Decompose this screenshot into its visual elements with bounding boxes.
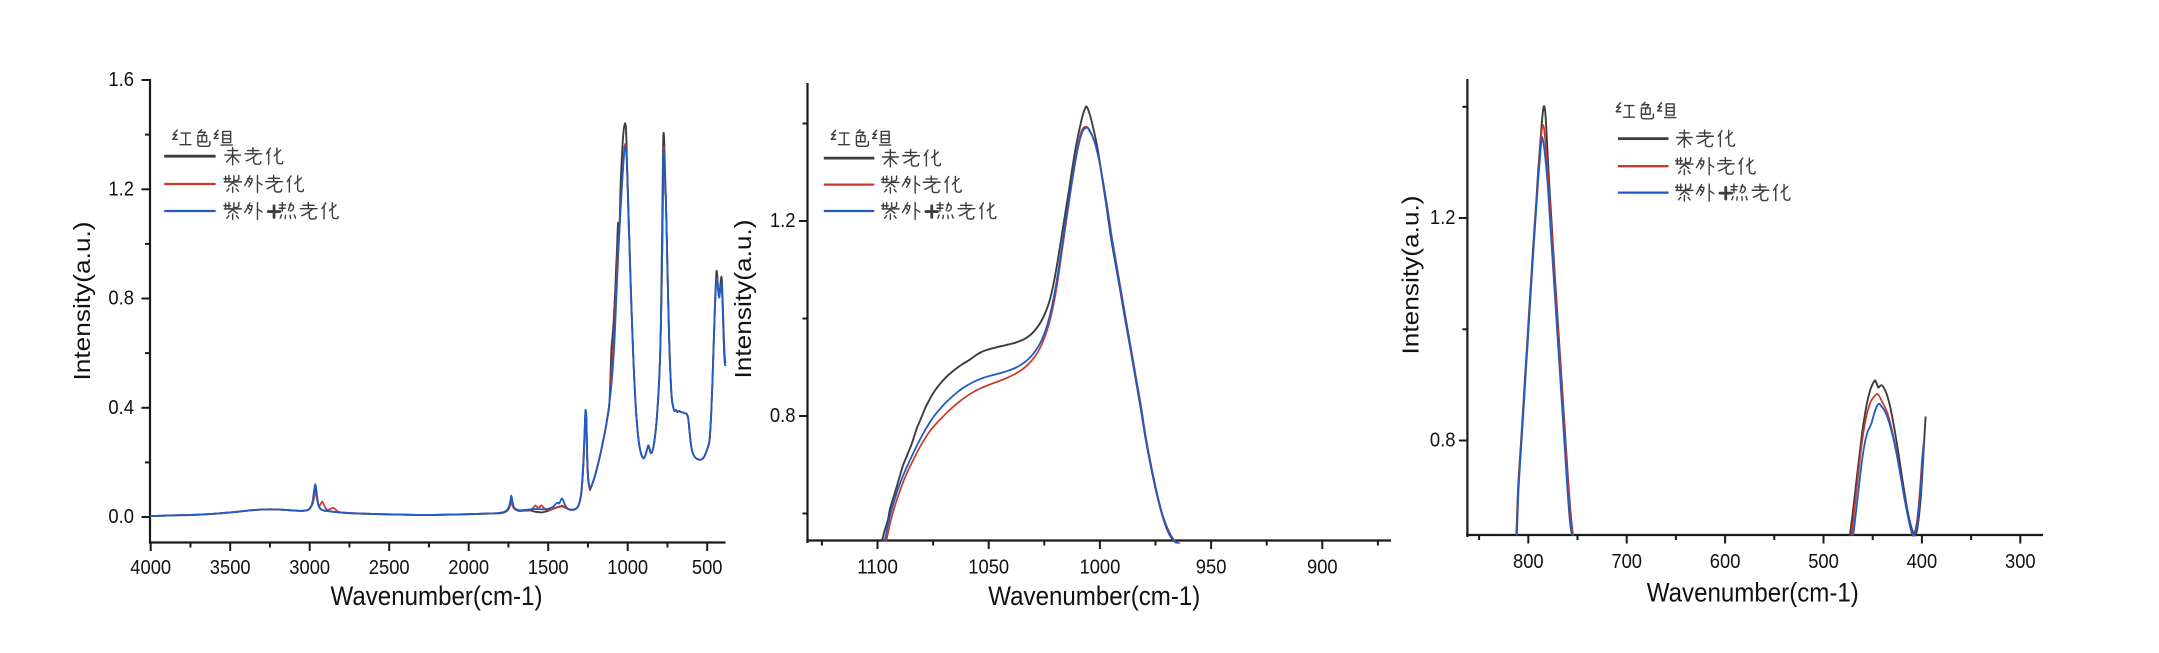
svg-text:900: 900 — [1307, 557, 1338, 579]
svg-text:0.4: 0.4 — [108, 397, 134, 419]
svg-text:3500: 3500 — [210, 557, 251, 579]
svg-text:0.8: 0.8 — [108, 288, 134, 310]
svg-text:0.8: 0.8 — [770, 405, 796, 427]
svg-text:2000: 2000 — [448, 557, 489, 579]
svg-text:1.2: 1.2 — [108, 178, 134, 200]
svg-text:1000: 1000 — [607, 557, 648, 579]
svg-text:Intensity(a.u.): Intensity(a.u.) — [69, 222, 95, 381]
svg-text:1500: 1500 — [528, 557, 569, 579]
svg-text:700: 700 — [1611, 551, 1642, 573]
svg-text:2500: 2500 — [369, 557, 410, 579]
svg-text:600: 600 — [1710, 551, 1741, 573]
svg-text:300: 300 — [2005, 551, 2036, 573]
svg-text:Intensity(a.u.): Intensity(a.u.) — [1398, 196, 1424, 355]
svg-text:1.6: 1.6 — [108, 69, 134, 91]
svg-text:500: 500 — [692, 557, 723, 579]
svg-text:4000: 4000 — [130, 557, 171, 579]
svg-text:400: 400 — [1907, 551, 1938, 573]
svg-text:1100: 1100 — [857, 557, 898, 579]
svg-text:950: 950 — [1196, 557, 1227, 579]
svg-text:1000: 1000 — [1080, 557, 1121, 579]
svg-text:Intensity(a.u.): Intensity(a.u.) — [730, 220, 756, 379]
svg-text:Wavenumber(cm-1): Wavenumber(cm-1) — [988, 581, 1200, 611]
svg-text:1.2: 1.2 — [770, 210, 796, 232]
svg-text:Wavenumber(cm-1): Wavenumber(cm-1) — [331, 581, 543, 611]
svg-text:Wavenumber(cm-1): Wavenumber(cm-1) — [1647, 578, 1859, 608]
svg-text:0.8: 0.8 — [1430, 430, 1456, 452]
svg-text:3000: 3000 — [289, 557, 330, 579]
svg-text:800: 800 — [1513, 551, 1544, 573]
svg-text:1050: 1050 — [968, 557, 1009, 579]
svg-text:500: 500 — [1808, 551, 1839, 573]
svg-text:1.2: 1.2 — [1430, 207, 1456, 229]
svg-text:0.0: 0.0 — [108, 506, 134, 528]
